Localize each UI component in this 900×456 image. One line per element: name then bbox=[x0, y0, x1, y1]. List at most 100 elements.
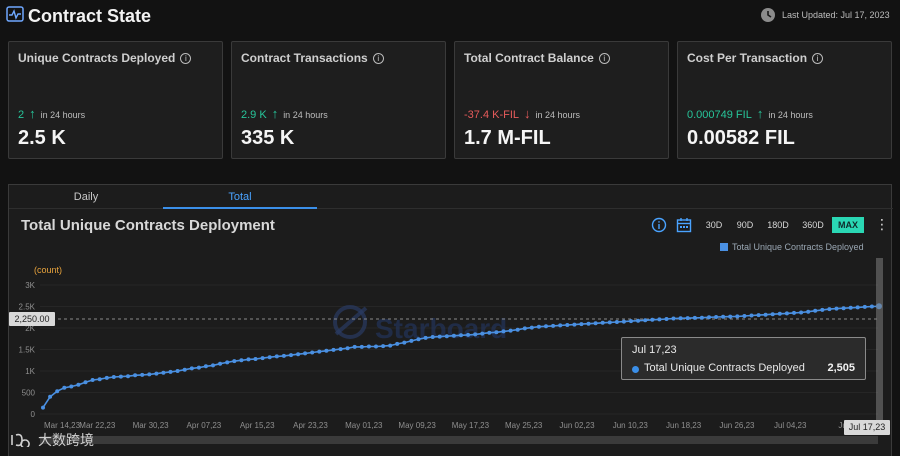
data-point[interactable] bbox=[721, 314, 726, 319]
data-point[interactable] bbox=[381, 344, 386, 349]
data-point[interactable] bbox=[48, 394, 53, 399]
data-point[interactable] bbox=[359, 344, 364, 349]
data-point[interactable] bbox=[678, 316, 683, 321]
range-180d-button[interactable]: 180D bbox=[767, 220, 789, 230]
data-point[interactable] bbox=[841, 306, 846, 311]
data-point[interactable] bbox=[388, 343, 393, 348]
tab-total[interactable]: Total bbox=[228, 191, 252, 203]
data-point[interactable] bbox=[459, 333, 463, 338]
data-point[interactable] bbox=[508, 328, 513, 333]
data-point[interactable] bbox=[203, 364, 208, 369]
data-point[interactable] bbox=[572, 322, 577, 327]
data-point[interactable] bbox=[303, 351, 308, 356]
data-point[interactable] bbox=[189, 366, 194, 371]
data-point[interactable] bbox=[133, 373, 138, 378]
data-point[interactable] bbox=[480, 331, 485, 336]
data-point[interactable] bbox=[501, 329, 506, 334]
data-point[interactable] bbox=[735, 314, 740, 319]
data-point[interactable] bbox=[395, 341, 400, 346]
data-point[interactable] bbox=[41, 405, 45, 410]
data-point[interactable] bbox=[55, 389, 60, 394]
data-point[interactable] bbox=[692, 315, 697, 320]
data-point[interactable] bbox=[374, 344, 378, 349]
data-point[interactable] bbox=[97, 377, 102, 382]
data-point[interactable] bbox=[784, 311, 789, 316]
data-point[interactable] bbox=[154, 371, 159, 376]
data-point[interactable] bbox=[855, 305, 860, 310]
data-point[interactable] bbox=[614, 320, 619, 324]
data-point[interactable] bbox=[714, 315, 719, 319]
data-point[interactable] bbox=[289, 353, 293, 358]
data-point[interactable] bbox=[338, 347, 343, 352]
data-point[interactable] bbox=[551, 323, 556, 328]
info-icon[interactable]: i bbox=[372, 53, 384, 64]
data-point[interactable] bbox=[111, 375, 116, 379]
data-point[interactable] bbox=[409, 338, 414, 343]
data-point[interactable] bbox=[629, 319, 633, 324]
data-point[interactable] bbox=[147, 372, 152, 377]
data-point[interactable] bbox=[331, 347, 336, 352]
data-point[interactable] bbox=[366, 344, 371, 349]
range-360d-button[interactable]: 360D bbox=[802, 220, 824, 230]
data-point[interactable] bbox=[848, 305, 853, 310]
data-point[interactable] bbox=[267, 355, 272, 360]
data-point[interactable] bbox=[90, 378, 95, 382]
chart-legend[interactable]: Total Unique Contracts Deployed bbox=[720, 242, 864, 252]
data-point[interactable] bbox=[239, 358, 244, 363]
data-point[interactable] bbox=[246, 357, 251, 362]
data-point[interactable] bbox=[430, 335, 435, 339]
data-point[interactable] bbox=[281, 353, 286, 358]
data-point[interactable] bbox=[444, 334, 449, 339]
data-point[interactable] bbox=[799, 310, 804, 315]
data-point[interactable] bbox=[423, 335, 428, 340]
data-point[interactable] bbox=[827, 307, 832, 312]
data-point[interactable] bbox=[487, 330, 492, 335]
data-point[interactable] bbox=[621, 319, 626, 324]
data-point[interactable] bbox=[600, 320, 605, 325]
data-point[interactable] bbox=[118, 374, 123, 379]
info-icon[interactable] bbox=[651, 217, 667, 233]
data-point[interactable] bbox=[742, 314, 747, 318]
data-point[interactable] bbox=[310, 350, 315, 355]
data-point[interactable] bbox=[515, 327, 520, 332]
data-point[interactable] bbox=[260, 356, 265, 361]
info-icon[interactable]: i bbox=[812, 53, 824, 64]
data-point[interactable] bbox=[869, 304, 874, 309]
data-point[interactable] bbox=[253, 357, 258, 361]
data-point[interactable] bbox=[636, 318, 641, 323]
data-point[interactable] bbox=[76, 382, 81, 387]
data-point[interactable] bbox=[161, 370, 166, 375]
info-icon[interactable]: i bbox=[180, 53, 192, 64]
data-point[interactable] bbox=[218, 361, 223, 366]
data-point[interactable] bbox=[345, 346, 350, 351]
data-point[interactable] bbox=[593, 321, 598, 326]
data-point[interactable] bbox=[749, 313, 754, 318]
data-point[interactable] bbox=[402, 340, 407, 345]
data-point[interactable] bbox=[104, 375, 109, 380]
data-point[interactable] bbox=[473, 332, 478, 337]
data-point[interactable] bbox=[274, 354, 279, 359]
range-max-button[interactable]: MAX bbox=[832, 217, 864, 233]
data-point[interactable] bbox=[140, 372, 145, 377]
data-point[interactable] bbox=[494, 330, 499, 335]
data-point[interactable] bbox=[352, 344, 357, 349]
data-point[interactable] bbox=[296, 352, 301, 357]
data-point[interactable] bbox=[820, 307, 825, 312]
data-point[interactable] bbox=[466, 332, 471, 337]
data-point[interactable] bbox=[806, 309, 811, 314]
data-point[interactable] bbox=[211, 363, 215, 368]
tab-daily[interactable]: Daily bbox=[73, 191, 99, 203]
zoom-scrollbar[interactable] bbox=[40, 436, 878, 444]
data-point[interactable] bbox=[834, 306, 839, 311]
data-point[interactable] bbox=[763, 312, 768, 317]
data-point[interactable] bbox=[643, 318, 648, 323]
data-point[interactable] bbox=[657, 317, 662, 322]
data-point[interactable] bbox=[565, 323, 570, 327]
data-point[interactable] bbox=[437, 334, 442, 339]
data-point[interactable] bbox=[650, 317, 655, 322]
data-point[interactable] bbox=[324, 348, 329, 353]
data-point[interactable] bbox=[225, 360, 230, 365]
data-point[interactable] bbox=[168, 369, 173, 374]
data-point[interactable] bbox=[544, 324, 548, 329]
